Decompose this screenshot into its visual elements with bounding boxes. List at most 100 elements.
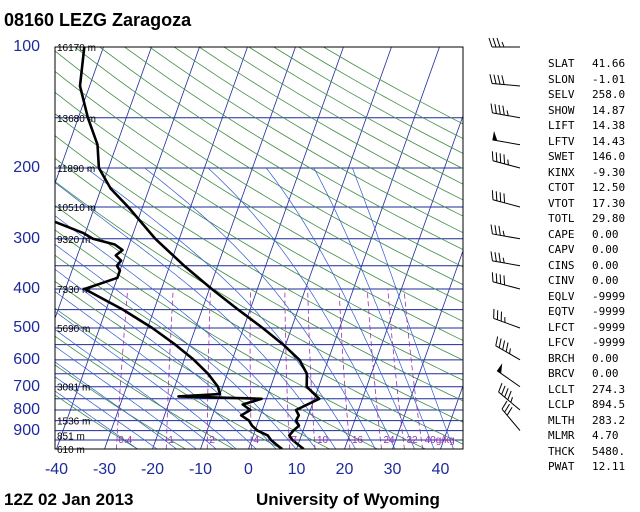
wind-barb-staff: [493, 317, 521, 329]
wind-barb-half-flag: [501, 41, 505, 48]
dry-adiabat-line: [55, 229, 427, 449]
moist-adiabat-line: [265, 167, 415, 449]
moist-adiabat-line: [55, 310, 237, 449]
wind-barb-staff: [496, 370, 521, 388]
index-row: SLON -1.01: [548, 73, 636, 86]
index-key: LCLT: [548, 382, 575, 396]
height-label: 9320 m: [57, 235, 90, 246]
wind-barb-flag: [494, 225, 497, 235]
wind-barb-flag: [490, 103, 493, 113]
moist-adiabat-line: [55, 181, 337, 449]
wind-barb: [491, 272, 521, 290]
pressure-tick-label: 900: [13, 421, 40, 439]
dry-adiabat-line: [55, 50, 463, 304]
index-row: LFCV -9999: [548, 336, 636, 349]
index-key: CAPE: [548, 227, 575, 241]
mixing-ratio-label: 7: [292, 435, 298, 446]
wind-barb: [489, 74, 521, 87]
index-row: EQTV -9999: [548, 305, 636, 318]
index-row: SHOW 14.87: [548, 104, 636, 117]
wind-barb-flag: [504, 388, 509, 398]
mixing-ratio-label: 40g/kg: [425, 435, 455, 446]
wind-barb-flag: [493, 74, 497, 84]
index-value: -9999: [592, 305, 626, 318]
isotherm-line: [344, 114, 463, 449]
wind-barb-flag: [495, 336, 499, 346]
isotherm-line: [392, 249, 463, 449]
observation-time: 12Z 02 Jan 2013: [4, 490, 134, 509]
dry-adiabat-line: [55, 335, 235, 449]
index-value: 17.30: [592, 196, 626, 210]
wind-barb-flag: [498, 252, 501, 263]
height-label: 851 m: [57, 431, 85, 442]
wind-barb-flag: [488, 37, 493, 48]
wind-barb: [495, 336, 521, 361]
wind-barb-half-flag: [502, 230, 505, 237]
plot-frame: [54, 46, 464, 450]
wind-barb-flag: [501, 400, 508, 410]
moist-adiabat-line: [207, 167, 396, 449]
wind-barb-staff: [495, 345, 521, 361]
wind-barb-flag: [503, 193, 506, 203]
mixing-ratio-label: 32: [406, 435, 418, 446]
wind-barb-flag: [502, 340, 506, 350]
index-row: PWAT 12.11: [548, 460, 636, 473]
index-value: 14.43: [592, 134, 626, 148]
dry-adiabat-line: [74, 47, 463, 286]
index-row: LIFT 14.38: [548, 119, 636, 132]
wind-barb-staff: [492, 233, 521, 240]
index-row: KINX -9.30: [548, 166, 636, 179]
index-value: 12.11: [592, 460, 626, 473]
index-value: -9.30: [592, 165, 626, 179]
index-value: -9999: [592, 320, 626, 334]
height-label: 7330 m: [57, 285, 90, 296]
wind-barb-flag: [490, 251, 493, 261]
wind-barb-flag: [492, 37, 497, 48]
wind-barb: [488, 37, 520, 48]
wind-barb-flag: [506, 406, 513, 416]
pressure-tick-label: 100: [13, 38, 40, 55]
index-key: SWET: [548, 150, 575, 163]
index-value: -9999: [592, 336, 626, 349]
index-key: TOTL: [548, 212, 575, 225]
index-row: BRCH 0.00: [548, 352, 636, 365]
height-label: 13680 m: [57, 114, 96, 125]
dry-adiabat-line: [55, 91, 463, 341]
mixing-ratio-line: [403, 288, 424, 449]
moist-adiabat-line: [55, 215, 317, 449]
wind-barb-flag: [499, 192, 502, 202]
wind-barb: [490, 103, 521, 119]
wind-barb-flag: [490, 224, 493, 235]
index-value: 14.38: [592, 119, 626, 132]
index-value: 12.50: [592, 181, 626, 194]
dry-adiabat-line: [55, 280, 331, 449]
pressure-tick-label: 500: [13, 318, 40, 336]
index-value: 146.0: [592, 150, 626, 163]
index-key: MLMR: [548, 429, 575, 442]
wind-barb: [492, 130, 521, 146]
dry-adiabat-line: [55, 254, 379, 449]
wind-barb: [490, 224, 521, 240]
index-row: CAPV 0.00: [548, 243, 636, 256]
dry-adiabat-line: [55, 204, 463, 445]
pressure-tick-label: 800: [13, 401, 40, 419]
temperature-tick-label: 30: [383, 461, 402, 478]
pressure-tick-label: 700: [13, 377, 40, 395]
dry-adiabat-line: [55, 180, 463, 423]
index-key: PWAT: [548, 460, 575, 473]
mixing-ratio-line: [387, 288, 405, 449]
moist-adiabat-line: [352, 167, 454, 449]
dry-adiabat-line: [55, 394, 139, 449]
index-key: LCLP: [548, 398, 575, 411]
pressure-tick-label: 300: [13, 229, 40, 247]
index-key: CINV: [548, 274, 575, 287]
index-value: 0.00: [592, 243, 619, 256]
index-row: CAPE 0.00: [548, 228, 636, 241]
wind-barb: [496, 363, 521, 388]
wind-barb-flag: [501, 75, 505, 85]
mixing-ratio-label: 24: [383, 435, 395, 446]
index-key: SLAT: [548, 57, 575, 70]
wind-barb-flag: [498, 383, 503, 393]
mixing-ratio-label: 0.4: [118, 435, 132, 446]
index-value: 274.3: [592, 382, 626, 396]
